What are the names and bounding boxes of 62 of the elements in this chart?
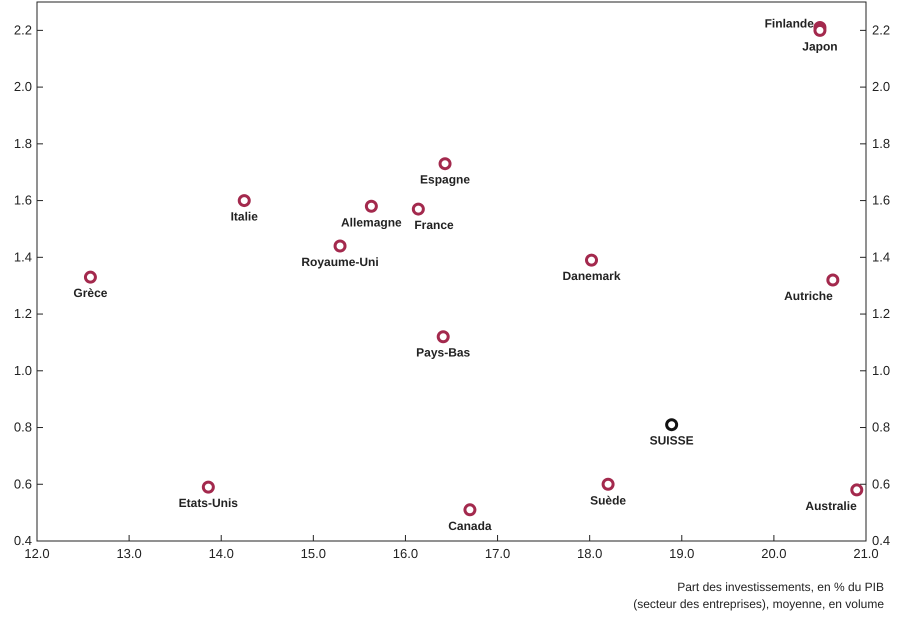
y-tick-label: 1.4 xyxy=(14,249,32,264)
y2-tick-label: 2.0 xyxy=(872,79,890,94)
y2-tick-label: 1.4 xyxy=(872,249,890,264)
annotation: Etats-Unis xyxy=(178,496,238,510)
point xyxy=(463,503,476,516)
y-tick-label: 0.8 xyxy=(14,420,32,435)
annotation: Italie xyxy=(230,210,258,224)
annotation: Finlande xyxy=(764,16,814,31)
x-tick-label: 20.0 xyxy=(761,546,787,561)
x-tick-label: 14.0 xyxy=(208,546,234,561)
y-tick-label: 1.2 xyxy=(14,306,32,322)
point xyxy=(412,202,425,216)
y2-tick-label: 0.6 xyxy=(872,476,890,492)
annotation: Pays-Bas xyxy=(416,346,471,360)
annotation: Espagne xyxy=(420,172,470,187)
y2-tick-label: 0.4 xyxy=(872,533,890,548)
point xyxy=(850,483,864,496)
annotation: France xyxy=(414,218,454,232)
point xyxy=(84,270,97,284)
y2-tick-label: 2.2 xyxy=(872,22,890,38)
x-tick-label: 13.0 xyxy=(116,546,142,561)
y-tick-label: 2.2 xyxy=(14,22,32,38)
annotation: Autriche xyxy=(784,289,834,304)
x-tick-label: 17.0 xyxy=(484,546,510,561)
x-tick-label: 18.0 xyxy=(577,546,602,561)
y-tick-label: 0.4 xyxy=(14,533,32,548)
y-tick-label: 0.6 xyxy=(14,476,32,492)
annotation: Japon xyxy=(802,39,838,54)
annotation: Canada xyxy=(448,518,492,533)
y-tick-label: 2.0 xyxy=(14,79,32,94)
y2-tick-label: 1.2 xyxy=(872,306,890,322)
annotation: Allemagne xyxy=(341,215,402,230)
y2-tick-label: 0.8 xyxy=(872,420,890,435)
point xyxy=(602,478,615,491)
point xyxy=(665,418,678,432)
y2-tick-label: 1.6 xyxy=(872,192,890,208)
x-tick-label: 19.0 xyxy=(669,546,694,561)
point xyxy=(585,254,598,267)
point xyxy=(813,24,826,37)
point xyxy=(438,157,452,170)
y-tick-label: 1.6 xyxy=(14,192,32,208)
annotation: Suède xyxy=(590,493,626,508)
point xyxy=(436,330,450,344)
x-axis-title: Part des investissements, en % du PIB (secteur des entreprises), moyenne, en volume xyxy=(633,580,884,611)
x-tick-label: 15.0 xyxy=(300,546,326,561)
annotation: Danemark xyxy=(562,269,621,284)
point xyxy=(334,239,347,252)
annotation: Grèce xyxy=(73,286,108,300)
annotation: Australie xyxy=(805,498,858,513)
y-tick-label: 1.8 xyxy=(14,136,32,151)
point xyxy=(364,200,378,213)
point xyxy=(238,194,251,208)
y-tick-label: 1.0 xyxy=(14,362,32,378)
point xyxy=(826,274,840,287)
annotation: SUISSE xyxy=(650,434,694,448)
annotation: Royaume-Uni xyxy=(301,254,379,269)
point xyxy=(202,480,215,494)
x-tick-label: 16.0 xyxy=(392,546,418,561)
x-tick-label: 21.0 xyxy=(853,546,879,561)
y2-tick-label: 1.8 xyxy=(872,136,890,151)
y2-tick-label: 1.0 xyxy=(872,362,890,378)
x-tick-label: 12.0 xyxy=(24,546,50,561)
